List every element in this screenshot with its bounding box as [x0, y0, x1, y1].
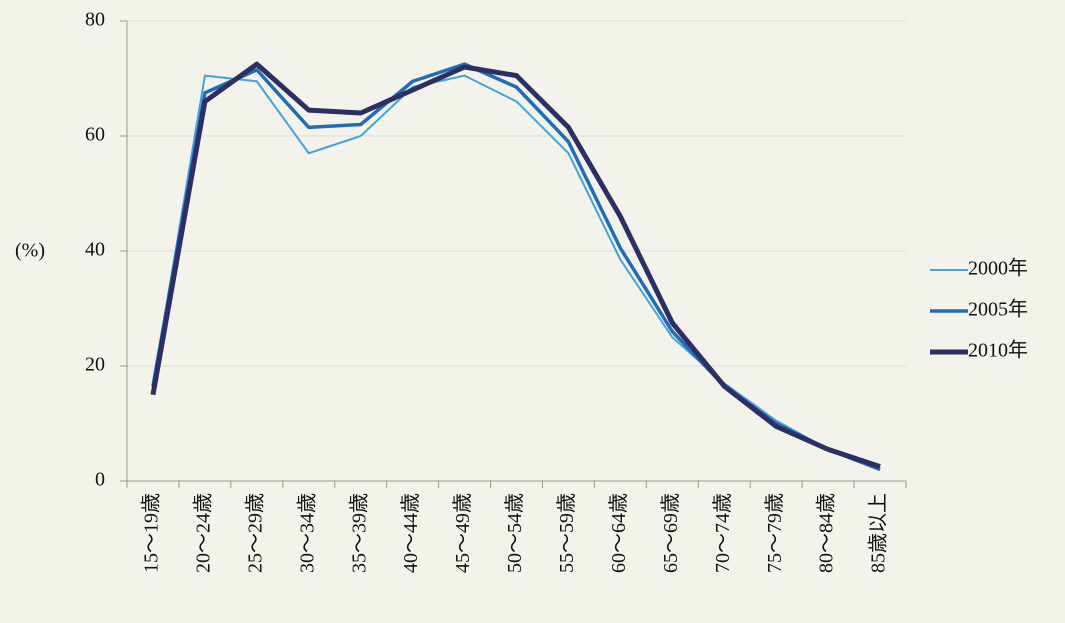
legend-label: 2010年 — [968, 339, 1028, 362]
x-tick-label: 55～59歳 — [555, 493, 578, 573]
y-tick-label: 20 — [85, 354, 105, 376]
x-tick-label: 75～79歳 — [763, 493, 786, 573]
x-tick-label: 35～39歳 — [347, 493, 370, 573]
x-tick-label: 40～44歳 — [399, 493, 422, 573]
legend-label: 2000年 — [968, 257, 1028, 280]
x-tick-label: 25～29歳 — [243, 493, 266, 573]
y-tick-label: 60 — [85, 124, 105, 146]
x-tick-label: 20～24歳 — [191, 493, 214, 573]
series-line — [151, 74, 881, 471]
y-tick-label: 40 — [85, 239, 105, 261]
series-line — [150, 61, 881, 469]
x-tick-label: 50～54歳 — [503, 493, 526, 573]
legend-label: 2005年 — [968, 298, 1028, 321]
x-tick-label: 15～19歳 — [140, 493, 163, 573]
y-tick-label: 0 — [95, 469, 105, 491]
y-tick-label: 80 — [85, 9, 105, 31]
y-axis-label: (%) — [15, 240, 45, 262]
x-tick-label: 85歳以上 — [867, 493, 890, 573]
x-tick-label: 65～69歳 — [659, 493, 682, 573]
x-tick-label: 30～34歳 — [295, 493, 318, 573]
x-tick-label: 45～49歳 — [451, 493, 474, 573]
x-tick-label: 60～64歳 — [607, 493, 630, 573]
x-tick-label: 70～74歳 — [711, 493, 734, 573]
x-tick-label: 80～84歳 — [815, 493, 838, 573]
